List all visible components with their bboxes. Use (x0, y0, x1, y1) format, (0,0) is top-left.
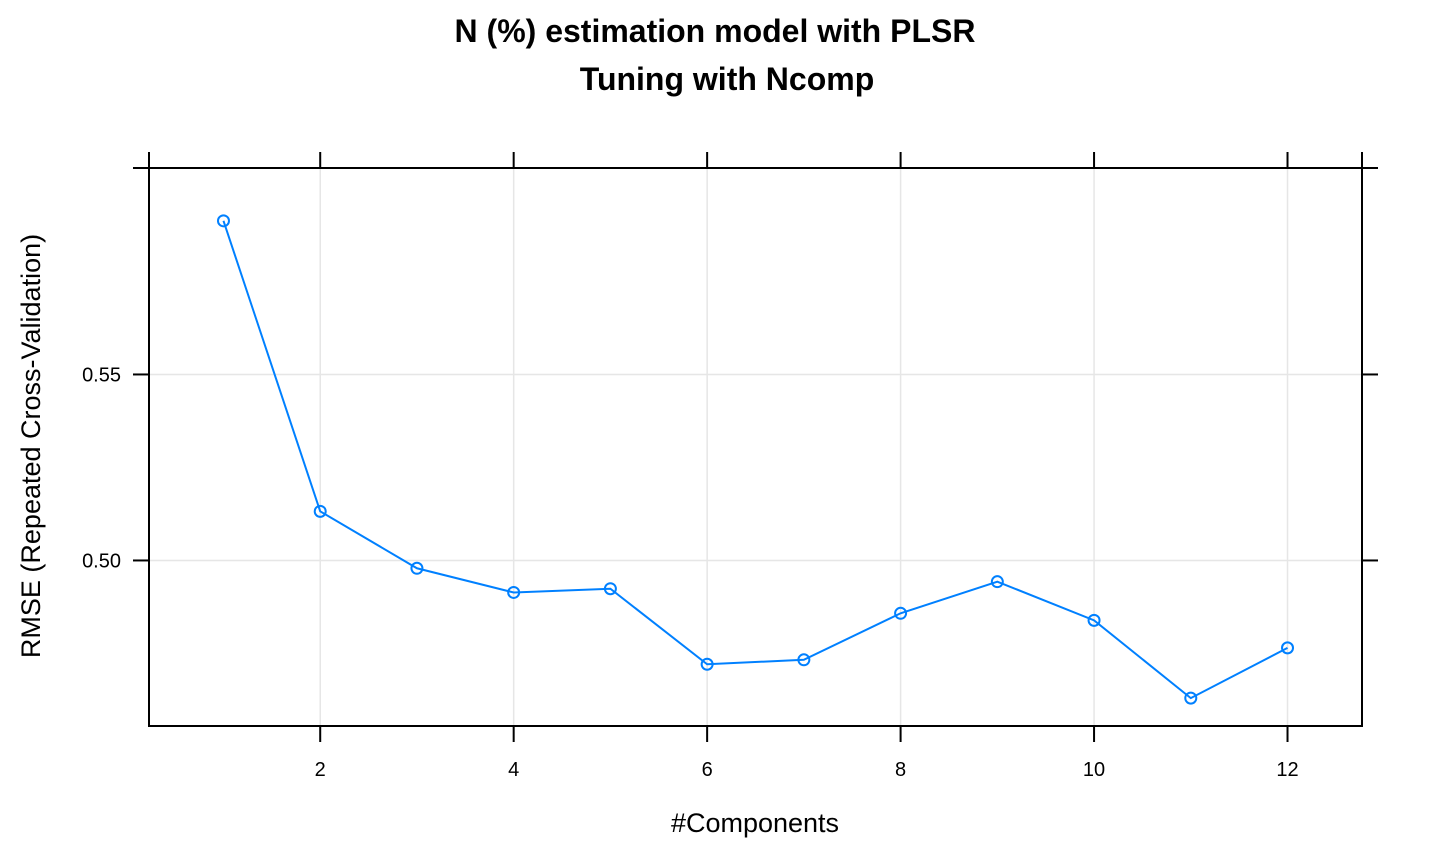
x-tick-label: 6 (702, 759, 713, 781)
x-tick-label: 12 (1276, 759, 1298, 781)
x-tick-label: 8 (895, 759, 906, 781)
ticks-layer: 2 4 6 8 10 12 0.50 0.55 (82, 152, 1378, 781)
x-tick-label: 4 (508, 759, 519, 781)
data-point (1184, 691, 1198, 705)
data-point (410, 561, 424, 575)
y-tick-label: 0.50 (82, 550, 121, 572)
data-point (1281, 641, 1295, 655)
data-point (507, 585, 521, 599)
data-point (894, 606, 908, 620)
chart-title: N (%) estimation model with PLSR (455, 13, 976, 49)
y-tick-label: 0.55 (82, 364, 121, 386)
plot-frame (148, 167, 1363, 727)
series-line (222, 220, 1288, 700)
data-point (990, 575, 1004, 589)
x-tick-label: 2 (315, 759, 326, 781)
gridlines (149, 168, 1362, 726)
series-layer (216, 214, 1295, 705)
y-axis-label: RMSE (Repeated Cross-Validation) (16, 234, 46, 658)
data-point (603, 582, 617, 596)
data-point (1087, 613, 1101, 627)
chart-subtitle: Tuning with Ncomp (580, 61, 874, 97)
x-tick-label: 10 (1083, 759, 1105, 781)
data-point (797, 653, 811, 667)
x-axis-label: #Components (671, 808, 839, 838)
data-point (313, 504, 327, 518)
data-point (700, 657, 714, 671)
data-point (216, 214, 230, 228)
